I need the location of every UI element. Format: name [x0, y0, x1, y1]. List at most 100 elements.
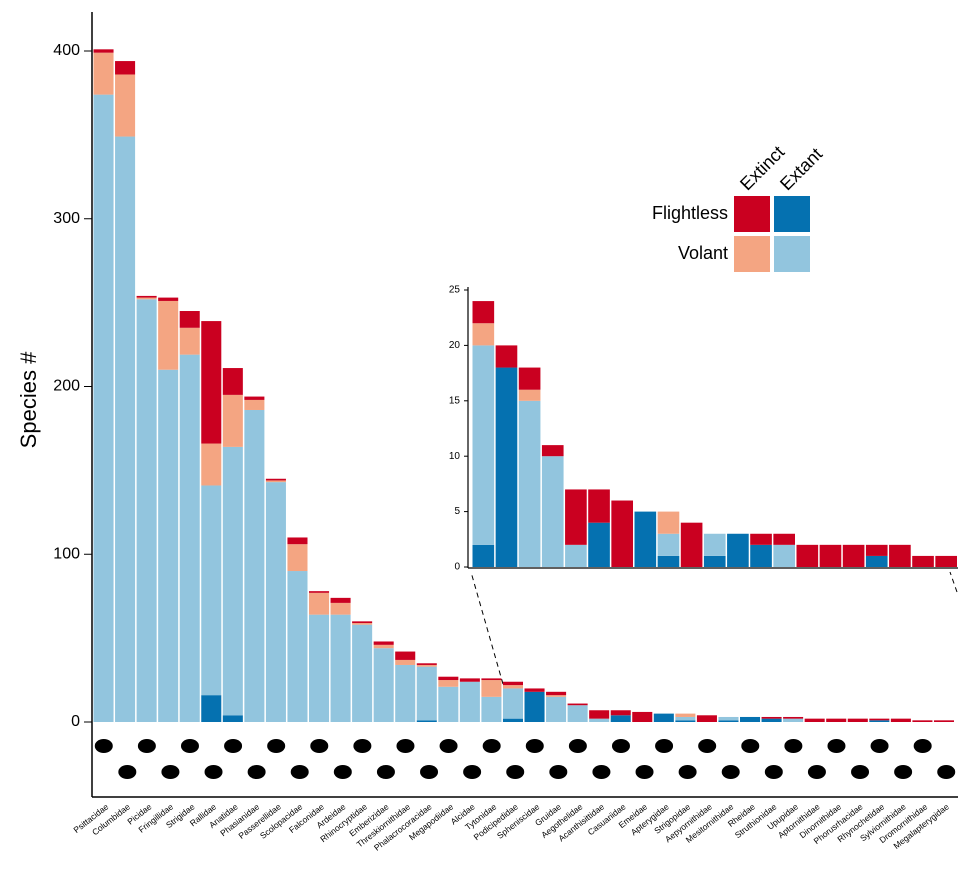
bar-segment [373, 644, 394, 649]
bar-segment [158, 297, 179, 301]
zoom-line [949, 571, 958, 593]
legend-row-label: Volant [678, 243, 728, 263]
bird-silhouette [353, 739, 372, 753]
y-tick-label: 200 [53, 378, 80, 395]
bird-silhouette [913, 739, 932, 753]
bar-segment [472, 345, 495, 545]
bar-segment [265, 480, 286, 483]
bar-segment [773, 533, 795, 545]
bar-segment [796, 544, 819, 567]
bar-segment [502, 688, 523, 719]
bar-segment [675, 713, 696, 717]
bar-segment [567, 705, 588, 722]
bird-silhouette [851, 765, 870, 779]
bar-segment [589, 718, 610, 722]
bar-segment [93, 52, 114, 95]
bird-silhouette [310, 739, 329, 753]
bird-silhouette [247, 765, 266, 779]
bar-segment [783, 718, 804, 722]
bar-segment [438, 680, 459, 687]
bar-segment [541, 445, 564, 457]
bird-silhouette [161, 765, 180, 779]
bar-segment [524, 691, 545, 722]
bar-segment [703, 533, 726, 556]
bar-segment [610, 710, 631, 716]
y-tick-label: 5 [454, 506, 460, 517]
bar-segment [330, 614, 351, 722]
bar-segment [750, 533, 772, 545]
bar-segment [518, 400, 541, 567]
y-tick-label: 300 [53, 210, 80, 227]
bird-silhouette [267, 739, 286, 753]
bar-segment [416, 663, 437, 665]
bar-segment [115, 136, 136, 723]
bird-silhouette [655, 739, 674, 753]
bar-segment [481, 678, 502, 681]
bar-segment [588, 522, 610, 567]
y-tick-label: 100 [53, 545, 80, 562]
bar-segment [842, 544, 865, 567]
bar-segment [589, 710, 610, 719]
bar-segment [869, 718, 890, 721]
bird-silhouette [698, 739, 717, 753]
bar-segment [136, 299, 157, 722]
bar-segment [502, 681, 523, 686]
bar-segment [546, 691, 567, 696]
bar-segment [309, 592, 330, 615]
bar-segment [518, 389, 541, 401]
bar-segment [330, 602, 351, 615]
legend-swatch [774, 196, 810, 232]
bar-segment [653, 713, 674, 722]
bird-silhouette [764, 765, 783, 779]
bird-silhouette [784, 739, 803, 753]
bird-silhouette [482, 739, 501, 753]
bird-silhouette [525, 739, 544, 753]
bar-segment [865, 555, 888, 567]
bar-segment [889, 544, 911, 567]
bar-segment [502, 685, 523, 689]
bar-segment [222, 368, 243, 395]
bird-silhouette [549, 765, 568, 779]
bar-segment [352, 623, 373, 625]
bar-segment [890, 718, 911, 722]
bar-segment [309, 614, 330, 722]
bar-segment [546, 696, 567, 722]
bird-silhouette [224, 739, 243, 753]
bar-segment [761, 716, 782, 719]
bar-segment [804, 718, 825, 722]
bar-segment [546, 695, 567, 697]
bar-segment [680, 522, 703, 567]
bar-segment [179, 311, 200, 328]
bar-segment [115, 74, 136, 137]
bar-segment [912, 555, 934, 567]
bar-segment [395, 664, 416, 722]
bar-segment [287, 544, 308, 572]
bar-segment [675, 720, 696, 722]
bird-silhouette [870, 739, 889, 753]
bar-segment [869, 720, 890, 722]
y-tick-label: 0 [71, 713, 80, 730]
bird-silhouette [94, 739, 113, 753]
bird-silhouette [204, 765, 223, 779]
bar-segment [416, 720, 437, 722]
bird-silhouette [333, 765, 352, 779]
bar-segment [740, 716, 761, 722]
bar-segment [865, 544, 888, 556]
bar-segment [395, 651, 416, 660]
bird-silhouette [592, 765, 611, 779]
bar-segment [179, 327, 200, 355]
bird-silhouette [741, 739, 760, 753]
y-tick-label: 15 [449, 395, 461, 406]
bar-segment [201, 443, 222, 486]
bar-segment [541, 456, 564, 567]
zoom-line [470, 571, 504, 685]
bar-segment [495, 345, 518, 368]
bar-segment [912, 720, 933, 722]
bar-segment [750, 544, 772, 567]
bar-segment [783, 716, 804, 719]
bar-segment [935, 555, 957, 567]
bar-segment [675, 716, 696, 721]
bird-silhouette [118, 765, 137, 779]
